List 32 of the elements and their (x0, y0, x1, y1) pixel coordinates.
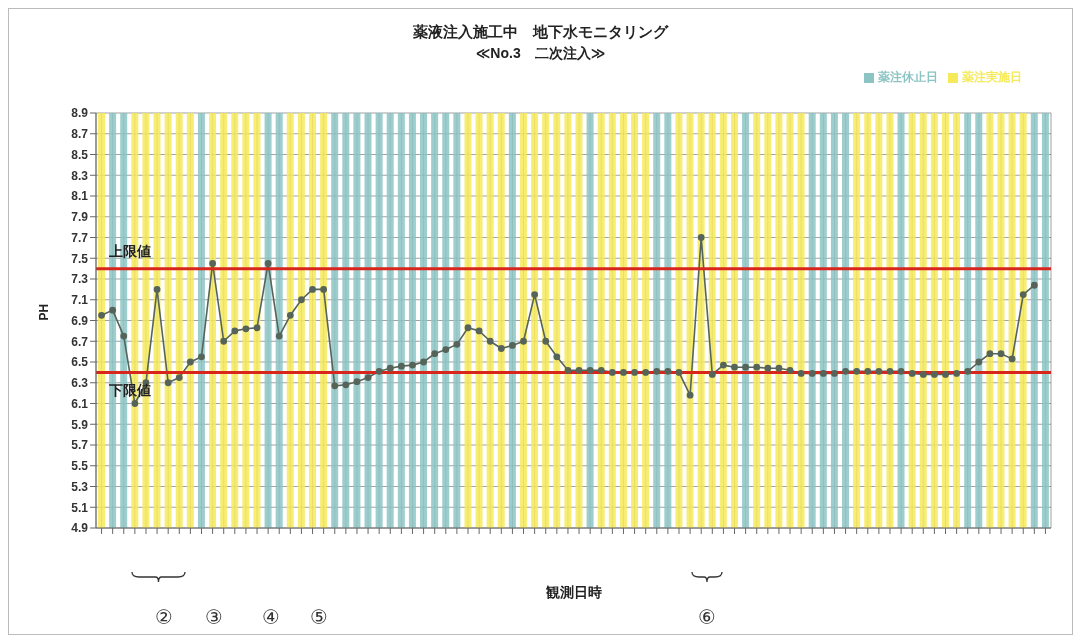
y-tick-label: 7.3 (71, 272, 89, 287)
y-tick-label: 7.7 (71, 230, 89, 245)
chart-title: 薬液注入施工中 地下水モニタリング (412, 23, 670, 42)
y-tick-label: 7.5 (71, 251, 89, 266)
legend-label: 薬注休止日 (878, 70, 938, 84)
y-tick-label: 6.3 (71, 376, 89, 391)
text: ③ (204, 605, 224, 629)
y-axis-title: PH (37, 303, 52, 321)
text: ⑤ (309, 605, 329, 629)
y-tick-label: 5.7 (71, 438, 89, 453)
y-tick-label: 8.9 (71, 106, 89, 121)
text: ④ (261, 605, 281, 629)
y-tick-label: 8.7 (71, 127, 89, 142)
y-tick-label: 8.5 (71, 147, 89, 162)
y-tick-label: 5.1 (71, 500, 89, 515)
y-tick-label: 5.5 (71, 459, 89, 474)
y-tick-label: 8.3 (71, 168, 89, 183)
text: ② (154, 605, 174, 629)
y-tick-label: 8.1 (71, 189, 89, 204)
y-tick-label: 5.9 (71, 417, 89, 432)
legend-label: 薬注実施日 (962, 70, 1022, 84)
y-tick-label: 4.9 (71, 521, 89, 536)
y-tick-label: 6.1 (71, 396, 89, 411)
chart-subtitle: ≪No.3 二次注入≫ (474, 45, 607, 63)
y-tick-label: 7.9 (71, 210, 89, 225)
y-tick-label: 6.7 (71, 334, 89, 349)
y-tick-label: 7.1 (71, 293, 89, 308)
x-axis-title: 観測日時 (544, 584, 603, 602)
text: ⑥ (697, 605, 717, 629)
y-tick-label: 6.5 (71, 355, 89, 370)
y-tick-label: 6.9 (71, 313, 89, 328)
y-tick-label: 5.3 (71, 479, 89, 494)
